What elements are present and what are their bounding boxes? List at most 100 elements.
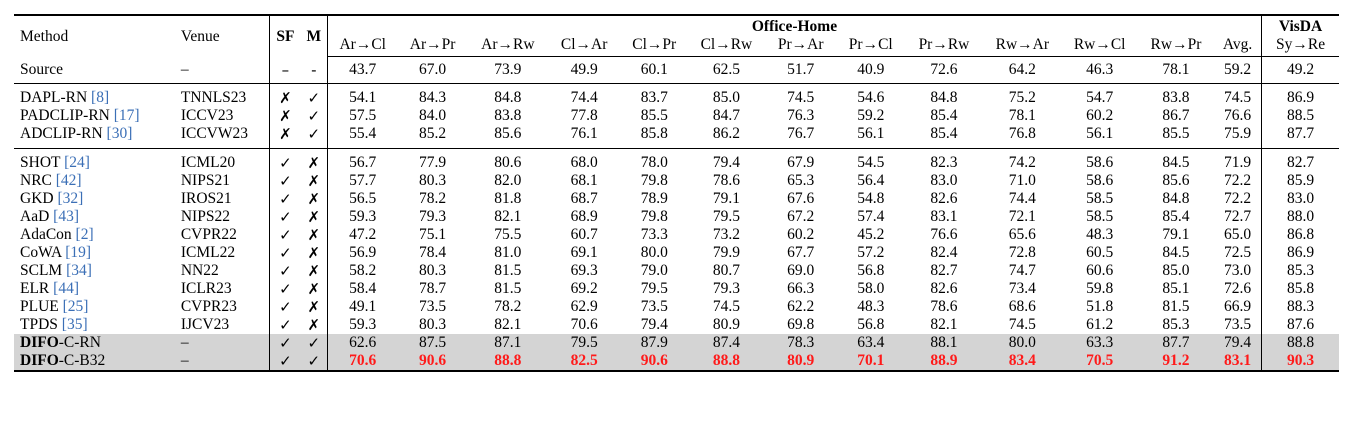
value-cell: 83.0: [930, 172, 958, 189]
visda-value-cell: 88.3: [1286, 298, 1315, 315]
method-cell: PLUE [25]: [14, 298, 175, 316]
value-cell: 82.1: [494, 316, 522, 333]
table-row: GKD [32] IROS21 ✓ ✗ 56.5 78.2 81.8 68.7 78.9 79.1…: [14, 190, 1339, 208]
venue-cell: –: [174, 352, 270, 372]
value-cell: 80.3: [419, 172, 447, 189]
value-cell: 80.0: [640, 244, 668, 261]
column-header: Pr→Rw: [904, 36, 984, 57]
value-cell: 60.7: [570, 226, 598, 243]
visda-value-cell: 85.8: [1286, 280, 1315, 297]
value-cell: 60.2: [1086, 107, 1114, 124]
table-row: DAPL-RN [8] TNNLS23 ✗ ✓ 54.1 84.3 84.8 74.4 83.7…: [14, 83, 1339, 107]
value-cell: 73.5: [640, 298, 668, 315]
citation-link[interactable]: [35]: [61, 316, 88, 333]
value-cell: 68.6: [1008, 298, 1036, 315]
value-cell: 72.6: [1214, 280, 1263, 298]
method-cell: DIFO-C-B32: [14, 352, 175, 372]
method-name: PLUE: [20, 298, 59, 315]
value-cell: 48.3: [857, 298, 885, 315]
value-cell: 56.8: [857, 262, 885, 279]
column-header: Cl→Ar: [548, 36, 621, 57]
results-table: Method Venue SF M Office-Home VisDA Ar→C…: [14, 14, 1339, 372]
value-cell: 82.4: [930, 244, 958, 261]
value-cell: 56.7: [327, 148, 398, 172]
value-cell: 85.1: [1162, 280, 1190, 297]
m-mark: ✗: [300, 316, 328, 334]
citation-link[interactable]: [2]: [75, 226, 94, 243]
citation-link[interactable]: [19]: [65, 244, 92, 261]
value-cell: 81.8: [494, 190, 522, 207]
value-cell: 65.3: [787, 172, 815, 189]
method-name: DAPL-RN: [20, 89, 88, 106]
value-cell: 54.8: [857, 190, 885, 207]
value-cell: 72.2: [1214, 172, 1263, 190]
citation-link[interactable]: [25]: [62, 298, 89, 315]
value-cell: 91.2: [1137, 352, 1215, 372]
venue-cell: IJCV23: [180, 316, 230, 333]
method-cell: NRC [42]: [14, 172, 175, 190]
value-cell: 47.2: [349, 226, 377, 243]
citation-link[interactable]: [42]: [55, 172, 82, 189]
value-cell: 87.7: [1137, 334, 1215, 352]
value-cell: 68.0: [548, 148, 621, 172]
citation-link[interactable]: [34]: [66, 262, 92, 279]
value-cell: 54.1: [327, 83, 398, 107]
value-cell: 85.4: [930, 107, 958, 124]
citation-link[interactable]: [43]: [53, 208, 79, 225]
table-row: SHOT [24] ICML20 ✓ ✗ 56.7 77.9 80.6 68.0 78.0 79.…: [14, 148, 1339, 172]
value-cell: 56.4: [857, 172, 885, 189]
value-cell: 65.0: [1214, 226, 1263, 244]
value-cell: 88.1: [904, 334, 984, 352]
sf-mark: ✓: [269, 352, 301, 372]
value-cell: 79.0: [640, 262, 668, 279]
sf-mark: ✓: [269, 190, 301, 208]
value-cell: 78.6: [712, 172, 740, 189]
value-cell: 79.4: [688, 148, 765, 172]
method-name: AdaCon: [20, 226, 72, 243]
citation-link[interactable]: [44]: [53, 280, 79, 297]
citation-link[interactable]: [32]: [57, 190, 84, 207]
m-mark: ✗: [300, 208, 328, 226]
value-cell: 76.6: [1214, 107, 1263, 125]
value-cell: 58.0: [857, 280, 885, 297]
value-cell: 69.2: [570, 280, 598, 297]
value-cell: 68.7: [570, 190, 598, 207]
citation-link[interactable]: [17]: [113, 107, 140, 124]
value-cell: 79.3: [419, 208, 447, 225]
method-name: SCLM: [20, 262, 63, 279]
value-cell: 82.6: [930, 190, 958, 207]
value-cell: 78.2: [419, 190, 447, 207]
value-cell: 73.5: [419, 298, 447, 315]
value-cell: 80.3: [419, 262, 447, 279]
visda-value-cell: 82.7: [1261, 148, 1339, 172]
sf-mark: ✗: [269, 83, 301, 107]
value-cell: 72.7: [1214, 208, 1263, 226]
value-cell: 77.9: [397, 148, 468, 172]
method-name-suffix: -C-RN: [58, 334, 101, 351]
value-cell: 74.5: [764, 83, 837, 107]
method-name: NRC: [20, 172, 52, 189]
value-cell: 57.7: [349, 172, 377, 189]
value-cell: 80.6: [467, 148, 549, 172]
venue-cell: NN22: [180, 262, 219, 279]
citation-link[interactable]: [30]: [106, 125, 133, 142]
m-mark: ✓: [300, 125, 328, 149]
value-cell: 49.9: [570, 61, 598, 78]
table-row: DIFO-C-RN – ✓ ✓ 62.6 87.5 87.1 79.5 87.9 87.4 78.3…: [14, 334, 1339, 352]
value-cell: 82.1: [494, 208, 522, 225]
citation-link[interactable]: [24]: [64, 154, 90, 171]
m-mark: ✓: [300, 83, 328, 107]
header-venue: Venue: [174, 14, 270, 57]
value-cell: 59.3: [349, 208, 377, 225]
value-cell: 74.5: [1008, 316, 1036, 333]
value-cell: 78.7: [419, 280, 447, 297]
value-cell: 68.1: [570, 172, 598, 189]
column-header-visda: Sy→Re: [1261, 36, 1339, 57]
sf-mark: ✓: [269, 334, 301, 352]
value-cell: 84.8: [904, 83, 984, 107]
value-cell: 69.0: [787, 262, 815, 279]
citation-link[interactable]: [8]: [91, 89, 110, 106]
value-cell: 85.4: [1162, 208, 1190, 225]
value-cell: 79.9: [712, 244, 740, 261]
value-cell: 78.0: [620, 148, 689, 172]
